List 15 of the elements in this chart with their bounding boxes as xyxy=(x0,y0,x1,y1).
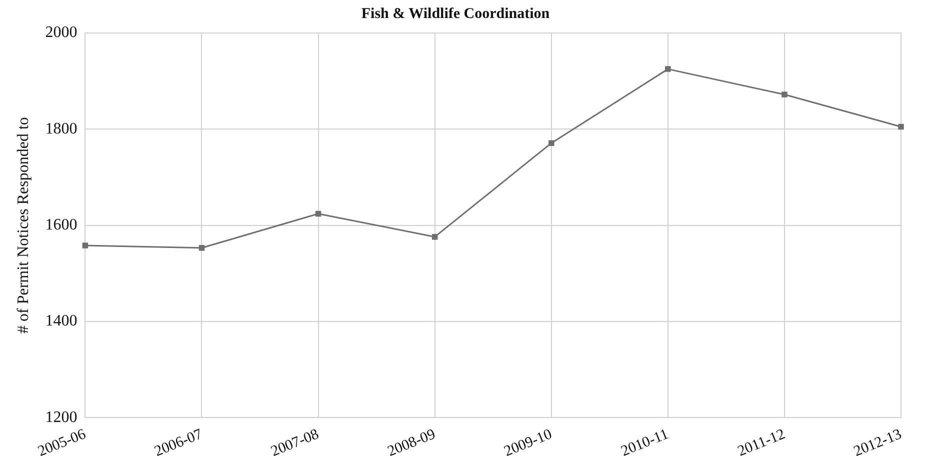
point xyxy=(432,234,438,240)
y-tick-label: 1400 xyxy=(45,312,78,330)
point xyxy=(665,66,671,72)
y-tick-label: 1200 xyxy=(45,408,78,426)
y-tick-label: 1800 xyxy=(45,120,78,138)
y-tick-label: 2000 xyxy=(45,24,78,42)
point xyxy=(82,242,88,248)
point xyxy=(198,245,205,251)
point xyxy=(548,140,554,146)
point xyxy=(782,92,788,98)
y-axis-title: # of Permit Notices Responded to xyxy=(14,117,32,334)
chart-title: Fish & Wildlife Coordination xyxy=(361,6,550,22)
point xyxy=(898,124,904,130)
point xyxy=(315,210,322,217)
y-tick-label: 1600 xyxy=(45,216,78,234)
